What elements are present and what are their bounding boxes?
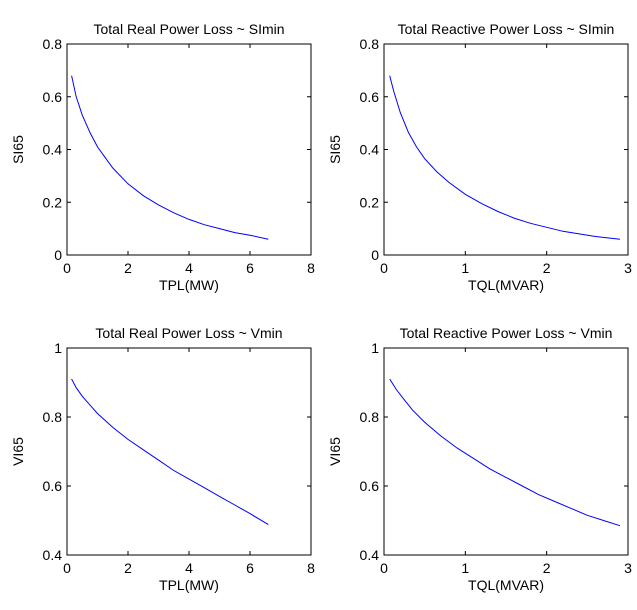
plot-title: Total Real Power Loss ~ SImin [93, 21, 284, 37]
y-tick-label: 0.4 [43, 142, 63, 158]
y-tick-label: 0.6 [360, 478, 380, 494]
plot-frame [384, 44, 628, 255]
y-axis-label: VI65 [10, 437, 26, 466]
plot-title: Total Reactive Power Loss ~ Vmin [400, 325, 613, 341]
x-tick-label: 2 [543, 260, 551, 276]
x-tick-label: 2 [543, 560, 551, 576]
plot-frame [67, 44, 311, 255]
y-tick-label: 0.4 [43, 547, 63, 563]
x-tick-label: 6 [246, 260, 254, 276]
plot-title: Total Real Power Loss ~ Vmin [95, 325, 282, 341]
y-tick-label: 0.4 [360, 547, 380, 563]
x-tick-label: 3 [624, 260, 632, 276]
y-tick-label: 0.2 [43, 194, 63, 210]
x-tick-label: 8 [307, 560, 315, 576]
plot-title: Total Reactive Power Loss ~ SImin [398, 21, 615, 37]
x-tick-label: 2 [124, 560, 132, 576]
y-tick-label: 0 [54, 247, 62, 263]
y-tick-label: 0.4 [360, 142, 380, 158]
y-tick-label: 0.6 [360, 89, 380, 105]
y-tick-label: 0.6 [43, 478, 63, 494]
x-tick-label: 0 [380, 260, 388, 276]
x-axis-label: TQL(MVAR) [468, 277, 544, 293]
y-tick-label: 0.8 [43, 36, 63, 52]
y-tick-label: 1 [54, 340, 62, 356]
x-tick-label: 1 [461, 560, 469, 576]
y-tick-label: 0 [371, 247, 379, 263]
y-axis-label: SI65 [327, 135, 343, 164]
y-tick-label: 0.6 [43, 89, 63, 105]
plot-frame [384, 348, 628, 555]
y-tick-label: 0.8 [360, 36, 380, 52]
y-tick-label: 1 [371, 340, 379, 356]
x-axis-label: TPL(MW) [159, 277, 219, 293]
y-tick-label: 0.2 [360, 194, 380, 210]
x-axis-label: TQL(MVAR) [468, 577, 544, 593]
x-tick-label: 0 [63, 260, 71, 276]
y-axis-label: VI65 [327, 437, 343, 466]
x-tick-label: 0 [63, 560, 71, 576]
x-tick-label: 6 [246, 560, 254, 576]
x-axis-label: TPL(MW) [159, 577, 219, 593]
x-tick-label: 4 [185, 260, 193, 276]
x-tick-label: 8 [307, 260, 315, 276]
x-tick-label: 2 [124, 260, 132, 276]
plot-frame [67, 348, 311, 555]
y-axis-label: SI65 [10, 135, 26, 164]
x-tick-label: 3 [624, 560, 632, 576]
x-tick-label: 1 [461, 260, 469, 276]
x-tick-label: 4 [185, 560, 193, 576]
x-tick-label: 0 [380, 560, 388, 576]
y-tick-label: 0.8 [360, 409, 380, 425]
y-tick-label: 0.8 [43, 409, 63, 425]
